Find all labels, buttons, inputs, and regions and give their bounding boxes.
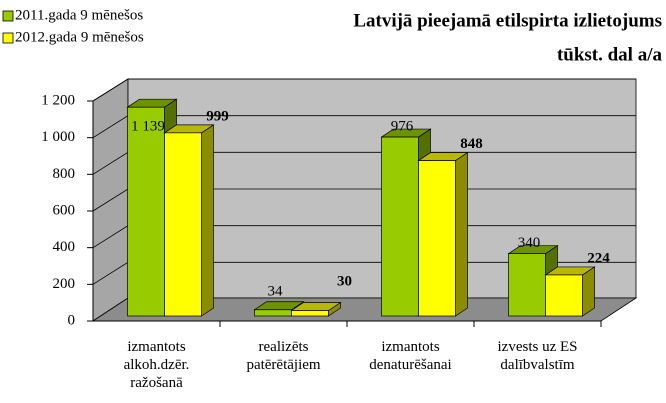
legend-label: 2011.gada 9 mēnešos (15, 7, 143, 23)
bar (418, 160, 456, 317)
data-label: 976 (391, 119, 414, 135)
x-tick-label: izvests uz ES dalībvalstīm (498, 339, 578, 373)
chart-subtitle: tūkst. dal a/a (557, 44, 663, 65)
bar (508, 253, 546, 317)
data-label: 848 (460, 136, 483, 152)
bar (291, 310, 329, 317)
bar-side (455, 151, 468, 317)
y-tick-label: 1 000 (41, 129, 75, 145)
bar-side (201, 124, 214, 317)
data-label: 224 (587, 250, 610, 266)
chart-title: Latvijā pieejamā etilspirta izlietojums (353, 10, 662, 31)
data-label: 1 139 (131, 118, 165, 134)
grid-line (92, 78, 636, 102)
bar (127, 106, 165, 317)
bar (381, 136, 419, 317)
y-tick-label: 800 (53, 166, 76, 182)
bar (254, 309, 292, 317)
data-label: 30 (337, 273, 352, 289)
legend-swatch (2, 32, 14, 44)
bar (164, 132, 202, 317)
data-label: 34 (268, 283, 284, 299)
x-tick-label: realizēts patērētājiem (246, 339, 320, 373)
x-tick-label: izmantots denaturēšanai (369, 339, 451, 373)
y-tick-label: 0 (68, 312, 76, 328)
bar-side (582, 266, 595, 317)
y-tick-label: 1 200 (41, 92, 75, 108)
legend-label: 2012.gada 9 mēnešos (15, 29, 144, 45)
data-label: 999 (206, 108, 229, 124)
y-tick-label: 600 (53, 202, 76, 218)
x-tick-label: izmantots alkoh.dzēr. ražošanā (124, 339, 190, 391)
bar (545, 274, 583, 317)
y-tick-label: 400 (53, 239, 76, 255)
y-tick-label: 200 (53, 276, 76, 292)
legend-swatch (2, 10, 14, 22)
data-label: 340 (518, 235, 541, 251)
